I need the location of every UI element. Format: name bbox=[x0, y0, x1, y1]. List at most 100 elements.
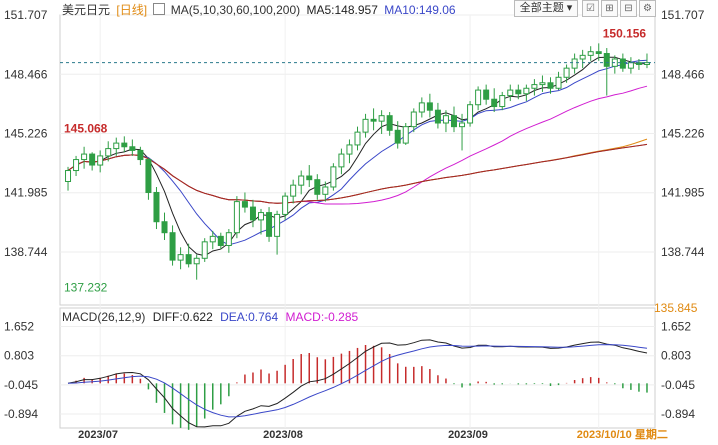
x-tick-label: 2023/07 bbox=[78, 429, 118, 441]
macd-macd-value: MACD:-0.285 bbox=[285, 310, 359, 324]
ma10-value: MA10:149.06 bbox=[384, 3, 456, 17]
theme-dropdown[interactable]: 全部主题 ▾ bbox=[514, 0, 578, 17]
candle-body bbox=[491, 98, 498, 108]
candle-body bbox=[193, 257, 200, 265]
macd-y-tick-left: -0.894 bbox=[4, 407, 38, 421]
macd-y-tick-right: -0.894 bbox=[661, 407, 695, 421]
candle-body bbox=[209, 235, 216, 243]
candle-body bbox=[81, 153, 88, 161]
candle-body bbox=[627, 62, 634, 69]
candle-body bbox=[113, 142, 120, 150]
candle-body bbox=[619, 58, 626, 69]
candle-body bbox=[290, 184, 297, 197]
period-label[interactable]: [日线] bbox=[116, 3, 148, 17]
candle-body bbox=[105, 148, 112, 157]
candle-body bbox=[603, 53, 610, 67]
candle-body bbox=[346, 144, 353, 155]
candle-body bbox=[338, 153, 345, 168]
candle-body bbox=[467, 104, 474, 124]
x-tick-label: 2023/08 bbox=[263, 429, 303, 441]
candle-body bbox=[579, 54, 586, 60]
candle-body bbox=[201, 241, 208, 259]
candle-body bbox=[241, 201, 248, 208]
macd-y-tick-right: -0.045 bbox=[661, 378, 695, 392]
candle-body bbox=[418, 102, 425, 113]
macd-y-tick-left: 1.652 bbox=[4, 320, 34, 334]
candle-body bbox=[249, 206, 256, 221]
candle-body bbox=[233, 201, 240, 234]
candle-body bbox=[499, 95, 506, 108]
candle-body bbox=[330, 166, 337, 188]
candle-body bbox=[65, 170, 72, 183]
macd-y-tick-left: -0.045 bbox=[4, 378, 38, 392]
candle-body bbox=[386, 115, 393, 131]
candle-body bbox=[523, 87, 530, 95]
candle-body bbox=[402, 126, 409, 144]
y-tick-left: 141.985 bbox=[4, 186, 48, 200]
candle-body bbox=[225, 232, 232, 246]
ma-checkbox-icon[interactable] bbox=[153, 3, 166, 15]
candle-body bbox=[539, 82, 546, 86]
candle-body bbox=[266, 212, 273, 237]
ma-params-label: MA(5,10,30,60,100,200) bbox=[170, 3, 301, 17]
candle-body bbox=[314, 179, 321, 195]
candle-body bbox=[442, 115, 449, 124]
candle-body bbox=[450, 115, 457, 128]
macd-legend: MACD(26,12,9) DIFF:0.622 DEA:0.764 MACD:… bbox=[62, 310, 358, 324]
checkbox-icon[interactable]: ☑ bbox=[582, 0, 599, 17]
candle-body bbox=[153, 191, 160, 223]
y-tick-right: 141.985 bbox=[661, 186, 705, 200]
macd-params: MACD(26,12,9) bbox=[62, 310, 146, 324]
high-price-label-recent: 150.156 bbox=[603, 26, 647, 40]
candle-body bbox=[394, 129, 401, 144]
candle-body bbox=[177, 254, 184, 261]
candle-body bbox=[298, 175, 305, 186]
y-tick-left: 148.466 bbox=[4, 67, 48, 81]
ma5-value: MA5:148.957 bbox=[306, 3, 378, 17]
candle-body bbox=[555, 76, 562, 89]
x-tick-label: 2023/09 bbox=[448, 429, 488, 441]
x-tick-label: 2023/10/10 星期二 bbox=[577, 427, 668, 441]
macd-y-tick-right: 1.652 bbox=[661, 320, 691, 334]
candle-body bbox=[587, 51, 594, 56]
candle-body bbox=[258, 212, 265, 221]
candle-body bbox=[595, 51, 602, 55]
y-tick-bottom-right: 135.845 bbox=[654, 301, 698, 315]
y-tick-right: 151.707 bbox=[661, 8, 705, 22]
candle-body bbox=[121, 142, 128, 148]
candle-body bbox=[531, 84, 538, 89]
candle-body bbox=[185, 254, 192, 265]
y-tick-left: 138.744 bbox=[4, 245, 48, 259]
macd-dea-line bbox=[67, 344, 648, 418]
y-tick-right: 138.744 bbox=[661, 245, 705, 259]
chevron-down-icon: ▾ bbox=[566, 2, 573, 14]
candle-body bbox=[274, 213, 281, 237]
settings-icon[interactable]: ⚙ bbox=[639, 0, 656, 17]
candle-body bbox=[563, 67, 570, 78]
y-tick-right: 148.466 bbox=[661, 67, 705, 81]
candle-body bbox=[169, 232, 176, 261]
candle-body bbox=[161, 221, 168, 234]
candle-body bbox=[89, 153, 96, 166]
y-tick-left: 151.707 bbox=[4, 8, 48, 22]
candle-body bbox=[483, 89, 490, 100]
candle-body bbox=[282, 195, 289, 215]
macd-diff-value: DIFF:0.622 bbox=[152, 310, 213, 324]
candle-body bbox=[370, 118, 377, 122]
high-price-label: 145.068 bbox=[64, 121, 108, 135]
zoom-in-icon[interactable]: ⊞ bbox=[601, 0, 618, 17]
candle-body bbox=[306, 175, 313, 181]
theme-label: 全部主题 bbox=[519, 2, 564, 14]
symbol-label: 美元日元 bbox=[62, 3, 111, 17]
candle-body bbox=[459, 122, 466, 128]
candle-body bbox=[426, 102, 433, 111]
candle-body bbox=[547, 82, 554, 89]
macd-diff-line bbox=[67, 339, 648, 428]
candle-body bbox=[97, 155, 104, 166]
y-tick-left: 145.226 bbox=[4, 126, 48, 140]
candle-body bbox=[322, 186, 329, 195]
zoom-out-icon[interactable]: ⊟ bbox=[620, 0, 637, 17]
candle-body bbox=[378, 115, 385, 122]
candle-body bbox=[362, 118, 369, 133]
candle-body bbox=[217, 235, 224, 246]
